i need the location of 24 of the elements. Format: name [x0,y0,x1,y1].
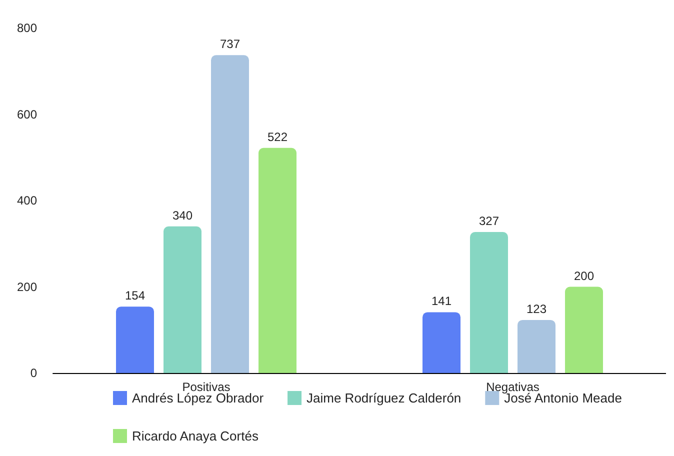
bar [164,226,202,373]
legend-label: Jaime Rodríguez Calderón [306,390,462,406]
bar [422,312,460,373]
bar [518,320,556,373]
y-tick-label: 0 [30,366,38,380]
data-label: 327 [478,214,500,228]
data-label: 200 [574,268,594,283]
y-tick-label: 800 [16,21,38,35]
data-label: 737 [220,37,240,52]
data-label: 340 [172,208,193,222]
bar [470,232,508,373]
legend-label: Ricardo Anaya Cortés [132,428,259,444]
data-label: 154 [124,288,146,303]
y-tick-label: 200 [16,280,38,294]
y-tick-label: 600 [16,107,38,122]
data-label: 123 [526,302,547,316]
bar [116,306,154,373]
x-tick-label: Negativas [486,380,540,394]
bar [258,148,296,373]
y-tick-label: 400 [16,194,38,208]
data-label: 522 [267,130,288,144]
bar [565,286,603,373]
bar [211,55,249,373]
data-label: 141 [431,294,452,308]
